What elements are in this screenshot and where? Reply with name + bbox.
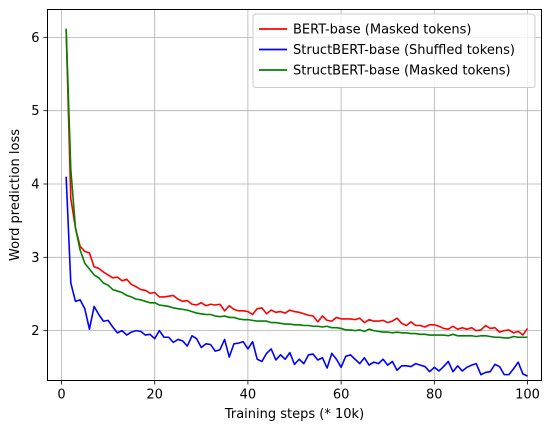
series-lines bbox=[65, 28, 529, 377]
y-tick-label: 4 bbox=[31, 178, 39, 193]
legend-label-1: BERT-base (Masked tokens) bbox=[293, 23, 471, 38]
x-axis-label: Training steps (* 10k) bbox=[224, 407, 364, 422]
y-axis-label: Word prediction loss bbox=[8, 129, 23, 261]
series-line-1 bbox=[65, 30, 529, 336]
x-tick-label: 60 bbox=[333, 388, 350, 403]
axis-ticks: 0 20 40 60 80 100 2 3 4 5 6 bbox=[31, 31, 540, 403]
legend-label-3: StructBERT-base (Masked tokens) bbox=[293, 64, 511, 79]
plot-frame bbox=[47, 9, 542, 381]
y-tick-label: 6 bbox=[31, 31, 39, 46]
series-line-2 bbox=[65, 176, 528, 377]
y-tick-label: 2 bbox=[31, 324, 39, 339]
legend-box bbox=[252, 13, 536, 88]
series-line-3 bbox=[65, 28, 528, 339]
x-tick-label: 40 bbox=[240, 388, 257, 403]
x-tick-label: 0 bbox=[57, 388, 65, 403]
y-tick-label: 5 bbox=[31, 104, 39, 119]
x-tick-label: 20 bbox=[146, 388, 163, 403]
y-tick-label: 3 bbox=[31, 251, 39, 266]
legend: BERT-base (Masked tokens) StructBERT-base… bbox=[252, 13, 536, 88]
legend-label-2: StructBERT-base (Shuffled tokens) bbox=[293, 43, 515, 58]
x-tick-label: 100 bbox=[515, 388, 540, 403]
x-tick-label: 80 bbox=[426, 388, 443, 403]
